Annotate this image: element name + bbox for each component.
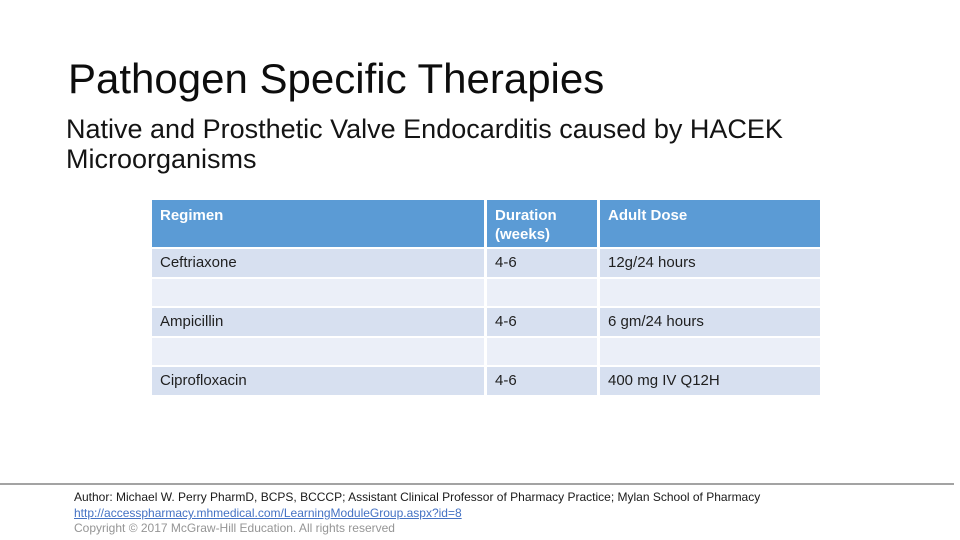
cell-dose: 6 gm/24 hours <box>600 308 820 336</box>
spacer-cell <box>152 279 484 306</box>
spacer-cell <box>600 338 820 365</box>
spacer-cell <box>487 279 597 306</box>
therapy-table: Regimen Duration (weeks) Adult Dose Ceft… <box>152 200 820 395</box>
cell-duration: 4-6 <box>487 249 597 277</box>
cell-regimen: Ceftriaxone <box>152 249 484 277</box>
table-header-duration: Duration (weeks) <box>487 200 597 247</box>
table-header-row: Regimen Duration (weeks) Adult Dose <box>152 200 820 247</box>
spacer-cell <box>487 338 597 365</box>
spacer-cell <box>152 338 484 365</box>
cell-duration: 4-6 <box>487 308 597 336</box>
cell-dose: 400 mg IV Q12H <box>600 367 820 395</box>
slide-subtitle: Native and Prosthetic Valve Endocarditis… <box>66 114 783 174</box>
table-header-adult-dose: Adult Dose <box>600 200 820 247</box>
table-row: Ciprofloxacin 4-6 400 mg IV Q12H <box>152 367 820 395</box>
cell-duration: 4-6 <box>487 367 597 395</box>
cell-regimen: Ampicillin <box>152 308 484 336</box>
footer-divider <box>0 483 954 485</box>
table-spacer-row <box>152 279 820 306</box>
slide-title: Pathogen Specific Therapies <box>68 55 605 102</box>
table-spacer-row <box>152 338 820 365</box>
cell-regimen: Ciprofloxacin <box>152 367 484 395</box>
footer-copyright: Copyright © 2017 McGraw-Hill Education. … <box>74 521 395 535</box>
cell-dose: 12g/24 hours <box>600 249 820 277</box>
table-header-regimen: Regimen <box>152 200 484 247</box>
spacer-cell <box>600 279 820 306</box>
table-row: Ampicillin 4-6 6 gm/24 hours <box>152 308 820 336</box>
footer-link[interactable]: http://accesspharmacy.mhmedical.com/Lear… <box>74 506 462 520</box>
table-row: Ceftriaxone 4-6 12g/24 hours <box>152 249 820 277</box>
footer-author: Author: Michael W. Perry PharmD, BCPS, B… <box>74 490 761 504</box>
